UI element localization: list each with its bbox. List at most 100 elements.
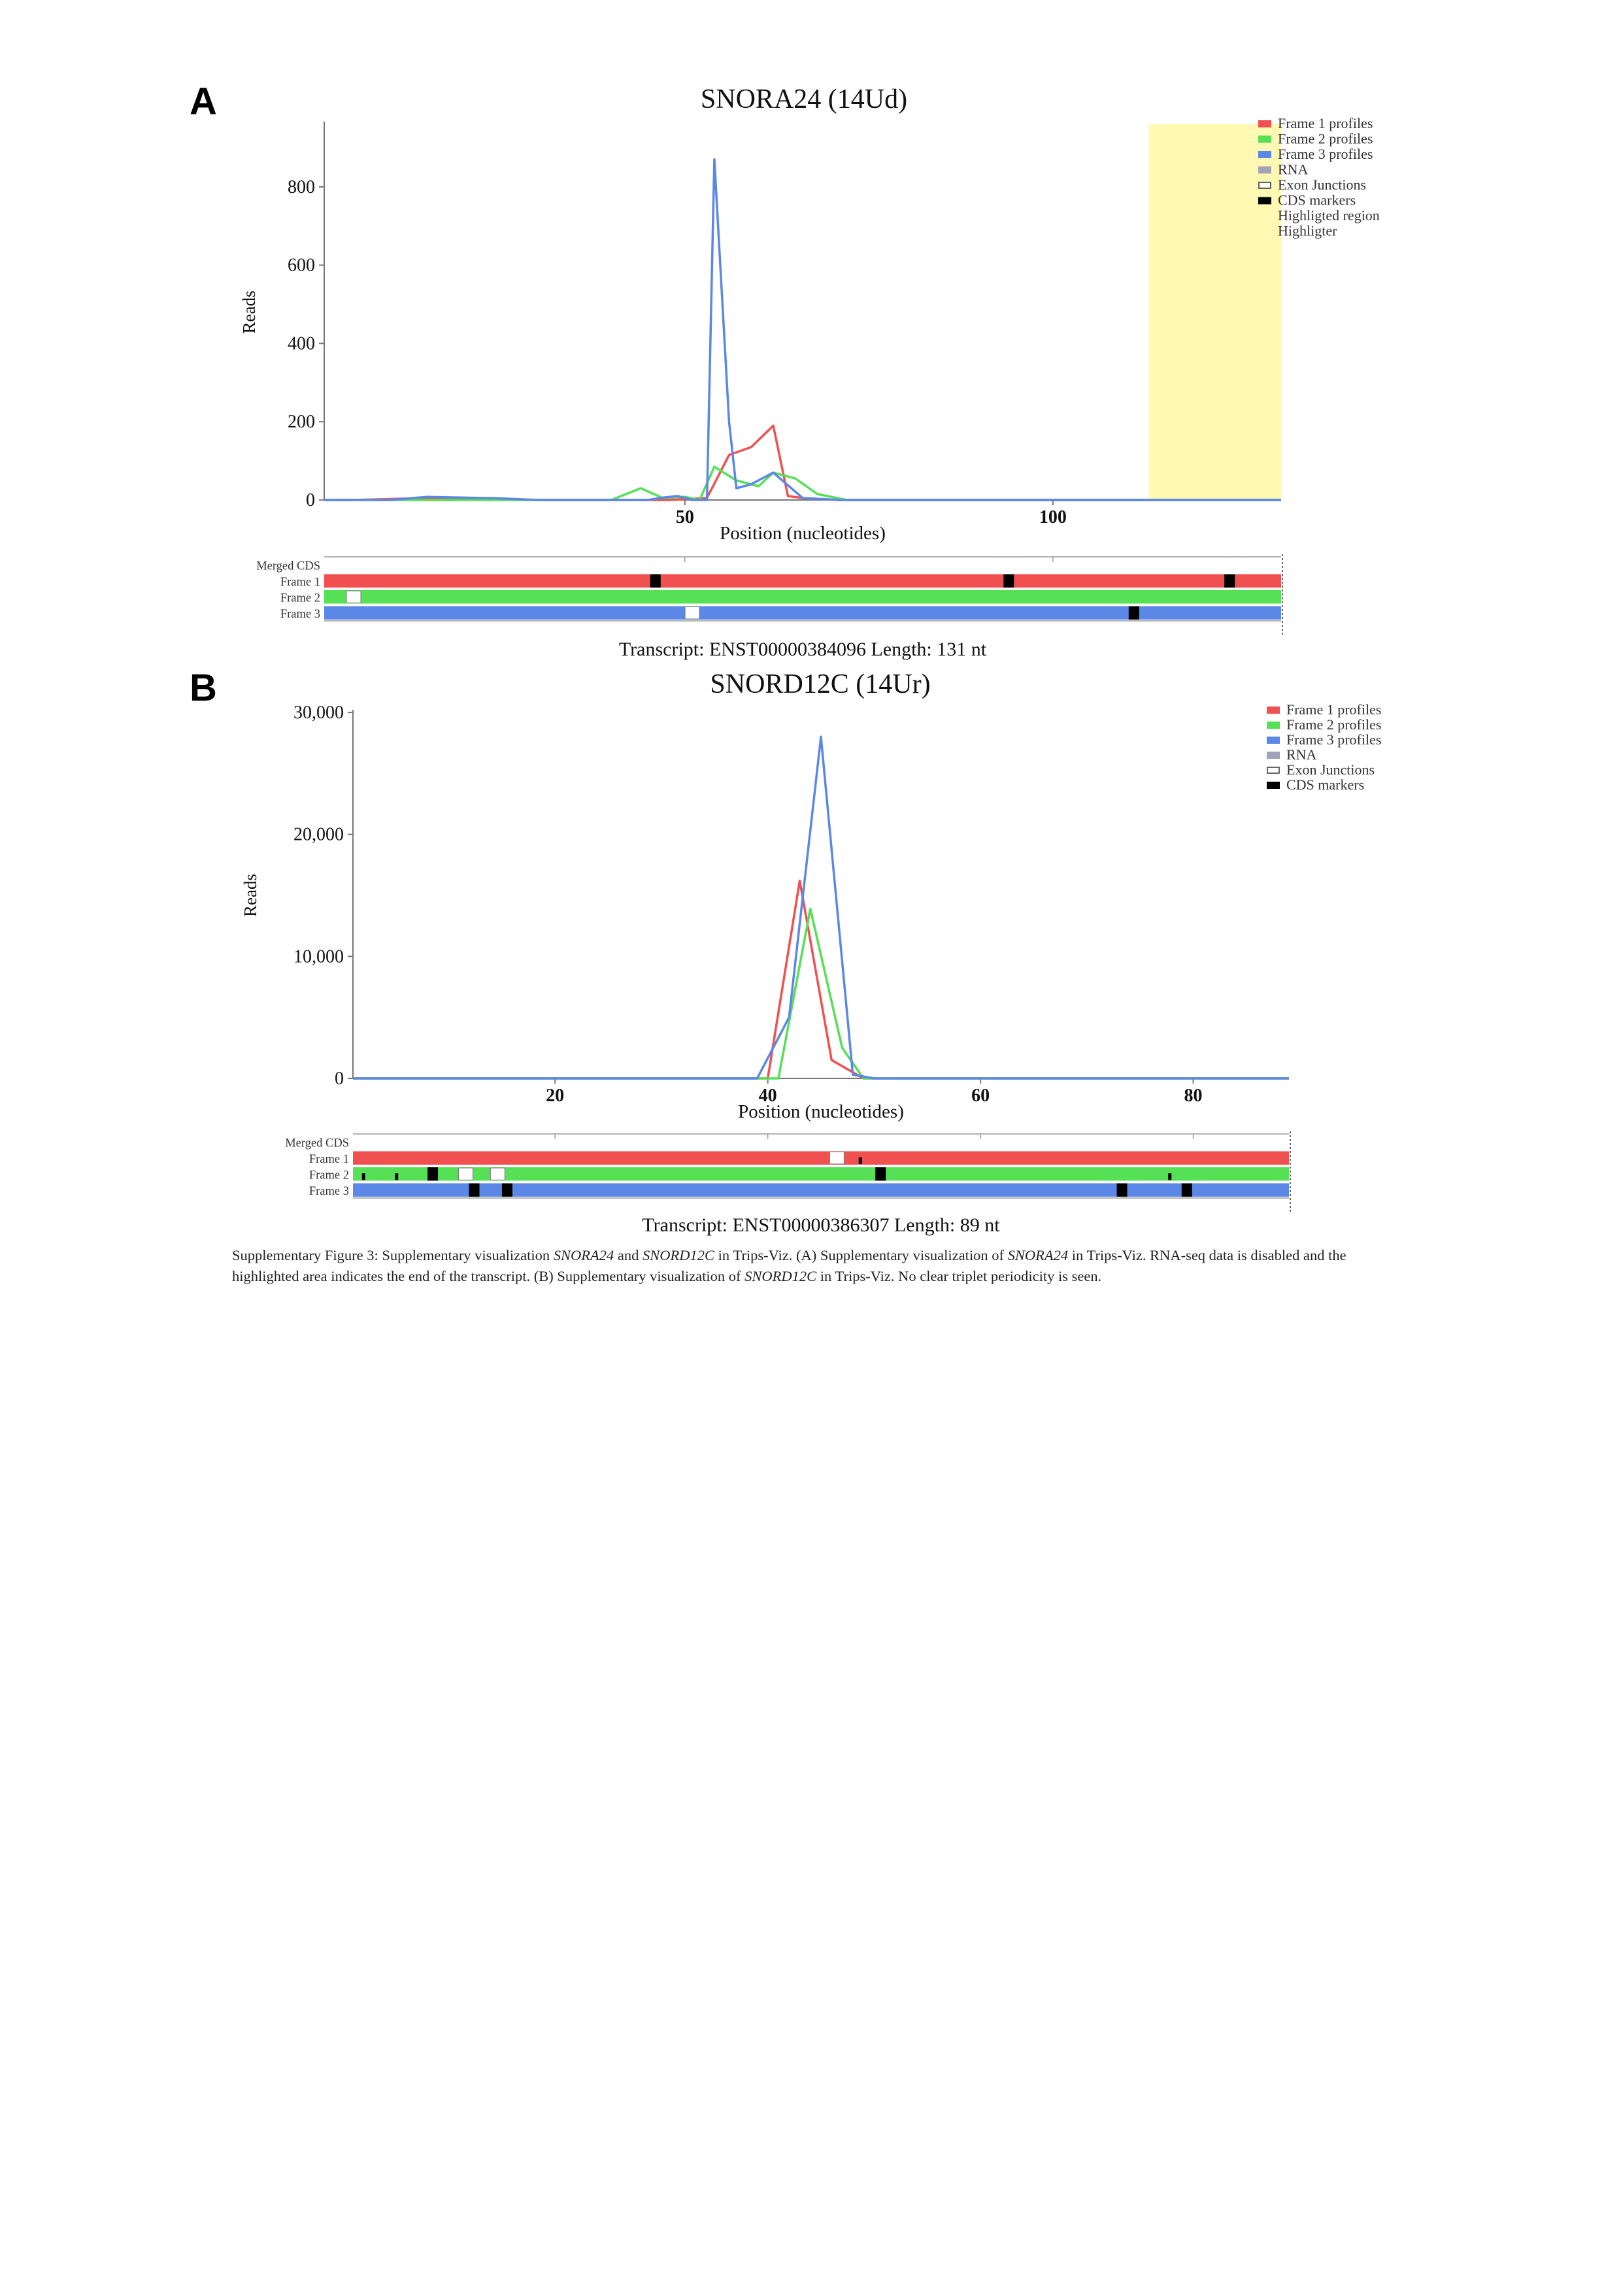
panel-a-chart: A SNORA24 (14Ud) 0 200 400 600 800 50 100 Positio… <box>190 80 1380 660</box>
exon-junction-marker <box>490 1167 505 1180</box>
x-tick-label: 80 <box>1184 1086 1203 1106</box>
frame-1-bar <box>324 574 1281 588</box>
series-line-frame-3 <box>324 158 1281 501</box>
caption-gene-4: SNORD12C <box>744 1268 817 1284</box>
legend-label: Frame 1 profiles <box>1278 115 1373 131</box>
legend-swatch <box>1258 166 1271 174</box>
legend-swatch <box>1267 752 1280 759</box>
legend-swatch <box>1267 767 1280 774</box>
y-tick-label: 0 <box>306 490 315 510</box>
frame-2-bar <box>353 1167 1289 1181</box>
legend-label: Frame 2 profiles <box>1286 716 1381 733</box>
x-axis-label: Position (nucleotides) <box>720 523 886 544</box>
frame-3-bar <box>353 1183 1289 1197</box>
y-tick-label: 30,000 <box>293 703 344 723</box>
legend-label: Frame 2 profiles <box>1278 131 1373 147</box>
panel-letter: A <box>190 80 217 123</box>
highlight-region <box>1148 124 1281 500</box>
legend-label: Frame 1 profiles <box>1286 701 1381 718</box>
y-tick-label: 10,000 <box>293 946 344 967</box>
legend-label: Frame 3 profiles <box>1286 731 1381 748</box>
x-tick-label: 100 <box>1039 507 1067 527</box>
legend-label: Frame 3 profiles <box>1278 146 1373 162</box>
legend-label: CDS markers <box>1286 776 1364 793</box>
transcript-row-label: Frame 1 <box>280 576 320 589</box>
y-tick-label: 600 <box>288 256 315 276</box>
legend-label: Exon Junctions <box>1286 761 1375 778</box>
exon-junction-marker <box>829 1152 844 1165</box>
y-tick-label: 0 <box>335 1069 344 1089</box>
caption-text-5: in Trips-Viz. No clear triplet periodici… <box>816 1268 1102 1284</box>
cds-tick-marker <box>395 1173 399 1180</box>
transcript-row-label: Merged CDS <box>285 1137 349 1150</box>
panel-b-chart: B SNORD12C (14Ur) 0 10,000 20,000 30,000 20 40 6… <box>190 667 1381 1236</box>
figure-caption: Supplementary Figure 3: Supplementary vi… <box>232 1245 1409 1287</box>
y-tick-label: 20,000 <box>293 825 344 845</box>
caption-gene-1: SNORA24 <box>553 1247 614 1263</box>
x-tick-label: 40 <box>759 1086 777 1106</box>
legend-swatch <box>1258 182 1271 189</box>
transcript-row-label: Frame 3 <box>309 1185 349 1198</box>
chart-title: SNORD12C (14Ur) <box>710 669 930 699</box>
cds-marker <box>1128 606 1139 620</box>
y-axis-label: Reads <box>241 874 260 917</box>
series-line-frame-3 <box>353 735 1289 1080</box>
legend-swatch <box>1258 135 1271 143</box>
exon-junction-marker <box>346 590 361 603</box>
legend-swatch <box>1267 722 1280 729</box>
series-line-frame-1 <box>324 424 1281 501</box>
x-tick-label: 50 <box>676 507 694 527</box>
transcript-row-label: Frame 1 <box>309 1153 349 1166</box>
caption-gene-3: SNORA24 <box>1007 1247 1069 1263</box>
caption-text-1: Supplementary Figure 3: Supplementary vi… <box>232 1247 554 1263</box>
y-tick-label: 800 <box>288 177 315 197</box>
legend-label: RNA <box>1278 161 1309 178</box>
cds-marker <box>875 1167 886 1181</box>
legend-swatch <box>1267 737 1280 744</box>
cds-marker <box>1003 574 1014 588</box>
caption-text-4: in Trips-Viz. RNA-seq data is disabled a… <box>232 1247 1346 1284</box>
cds-marker <box>469 1183 480 1197</box>
legend-swatch <box>1267 782 1280 789</box>
transcript-row-label: Merged CDS <box>256 559 320 573</box>
y-tick-label: 200 <box>288 412 315 432</box>
series-line-frame-2 <box>353 907 1289 1080</box>
transcript-caption: Transcript: ENST00000386307 Length: 89 n… <box>642 1214 1000 1236</box>
legend-swatch <box>1258 151 1271 158</box>
legend-label: RNA <box>1286 746 1317 763</box>
caption-gene-2: SNORD12C <box>643 1247 715 1263</box>
legend-swatch <box>1258 120 1271 127</box>
cds-tick-marker <box>858 1157 862 1164</box>
x-tick-label: 20 <box>546 1086 564 1106</box>
legend-swatch <box>1258 197 1271 205</box>
frame-3-bar <box>324 606 1281 620</box>
legend-label: Highligted region <box>1278 207 1380 224</box>
legend-label: CDS markers <box>1278 192 1356 208</box>
x-axis-label: Position (nucleotides) <box>738 1101 904 1122</box>
y-tick-label: 400 <box>288 333 315 354</box>
cds-tick-marker <box>361 1173 365 1180</box>
legend-label: Exon Junctions <box>1278 176 1366 193</box>
caption-text-2: and <box>614 1247 643 1263</box>
series-line-frame-2 <box>324 465 1281 501</box>
transcript-caption: Transcript: ENST00000384096 Length: 131 … <box>619 639 987 660</box>
panel-letter: B <box>190 667 217 709</box>
cds-marker <box>427 1167 439 1181</box>
cds-marker <box>501 1183 512 1197</box>
cds-tick-marker <box>1168 1173 1172 1180</box>
frame-1-bar <box>353 1151 1289 1165</box>
y-axis-label: Reads <box>239 291 259 334</box>
cds-marker <box>1181 1183 1192 1197</box>
cds-marker <box>650 574 661 588</box>
transcript-row-label: Frame 3 <box>280 608 320 621</box>
series-line-frame-1 <box>353 879 1289 1080</box>
transcript-row-label: Frame 2 <box>280 591 320 605</box>
cds-marker <box>1116 1183 1128 1197</box>
x-tick-label: 60 <box>971 1086 990 1106</box>
chart-title: SNORA24 (14Ud) <box>701 84 907 114</box>
exon-junction-marker <box>458 1167 473 1180</box>
legend-label: Highligter <box>1278 223 1337 239</box>
transcript-row-label: Frame 2 <box>309 1169 349 1182</box>
